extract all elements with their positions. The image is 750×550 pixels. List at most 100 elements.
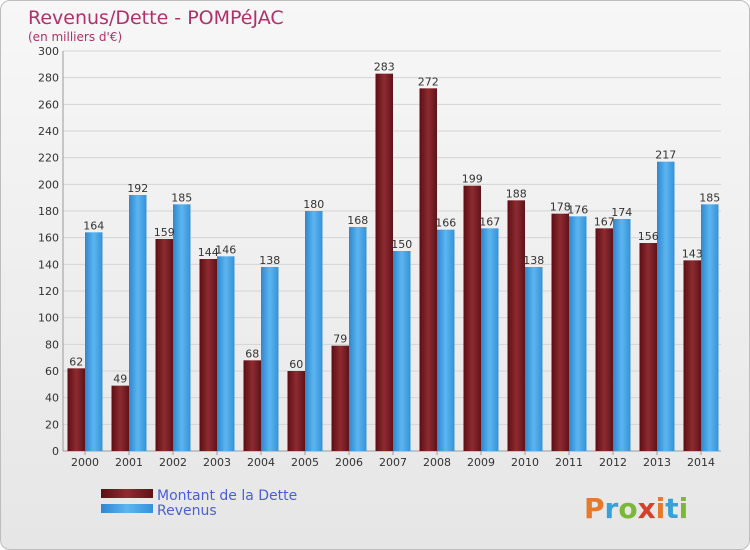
- y-tick-label: 240: [38, 125, 59, 138]
- y-axis: 0 20 40 60 80 100 120 140 160 180 200 220 240 260 280 3…: [38, 45, 721, 458]
- y-tick-label: 220: [38, 152, 59, 165]
- bar-dette: [199, 259, 217, 451]
- bar-revenus: [525, 267, 543, 451]
- bar-dette: [111, 385, 129, 451]
- data-label: 188: [506, 187, 527, 200]
- bar-dette: [331, 345, 349, 451]
- data-label: 168: [347, 214, 368, 227]
- x-tick-label: 2001: [115, 456, 143, 469]
- data-label: 79: [333, 333, 347, 346]
- bar-dette: [639, 243, 657, 451]
- data-label: 150: [391, 238, 412, 251]
- y-tick-label: 180: [38, 205, 59, 218]
- y-tick-label: 200: [38, 178, 59, 191]
- y-tick-label: 100: [38, 312, 59, 325]
- logo-letter: r: [605, 492, 619, 525]
- bar-dette: [551, 213, 569, 451]
- data-label: 185: [171, 191, 192, 204]
- y-tick-label: 280: [38, 72, 59, 85]
- y-tick-label: 60: [45, 365, 59, 378]
- x-tick-label: 2008: [423, 456, 451, 469]
- x-tick-label: 2013: [643, 456, 671, 469]
- bar-revenus: [85, 232, 103, 451]
- data-label: 185: [699, 191, 720, 204]
- logo-letter: t: [665, 492, 678, 525]
- bar-revenus: [217, 256, 235, 451]
- bar-revenus: [305, 211, 323, 451]
- bar-dette: [375, 73, 393, 452]
- y-tick-label: 140: [38, 258, 59, 271]
- data-label: 138: [259, 254, 280, 267]
- data-label: 217: [655, 149, 676, 162]
- logo-letter: i: [679, 492, 689, 525]
- x-tick-label: 2005: [291, 456, 319, 469]
- bar-dette: [155, 239, 173, 451]
- bar-revenus: [349, 227, 367, 451]
- x-tick-label: 2009: [467, 456, 495, 469]
- data-label: 192: [127, 182, 148, 195]
- y-tick-label: 300: [38, 45, 59, 58]
- logo-letter: o: [618, 492, 637, 525]
- data-label: 62: [69, 355, 83, 368]
- bar-revenus: [129, 195, 147, 451]
- y-tick-label: 120: [38, 285, 59, 298]
- bar-dette: [67, 368, 85, 451]
- data-label: 164: [83, 219, 104, 232]
- legend-label-debt: Montant de la Dette: [157, 488, 297, 504]
- logo-letter: x: [638, 492, 656, 525]
- bar-revenus: [173, 204, 191, 451]
- y-tick-label: 40: [45, 392, 59, 405]
- bar-revenus: [569, 216, 587, 451]
- x-tick-label: 2006: [335, 456, 363, 469]
- data-label: 49: [113, 373, 127, 386]
- data-label: 176: [567, 203, 588, 216]
- y-tick-label: 20: [45, 418, 59, 431]
- data-label: 144: [198, 246, 219, 259]
- bar-dette: [287, 371, 305, 451]
- x-tick-label: 2014: [687, 456, 715, 469]
- y-tick-label: 80: [45, 338, 59, 351]
- data-label: 68: [245, 347, 259, 360]
- chart-subtitle: (en milliers d'€): [28, 30, 122, 44]
- bar-dette: [507, 200, 525, 451]
- bar-revenus: [613, 219, 631, 451]
- bars-layer: [67, 73, 719, 452]
- legend-swatch-revenus: [101, 504, 153, 513]
- bar-dette: [463, 185, 481, 451]
- data-label: 272: [418, 75, 439, 88]
- data-label: 178: [550, 201, 571, 214]
- y-tick-label: 160: [38, 232, 59, 245]
- y-tick-label: 260: [38, 98, 59, 111]
- x-tick-label: 2004: [247, 456, 275, 469]
- data-label: 167: [479, 215, 500, 228]
- bar-dette: [243, 360, 261, 451]
- proxiti-logo: Proxiti: [584, 492, 688, 525]
- data-label: 167: [594, 215, 615, 228]
- chart-title: Revenus/Dette - POMPéJAC: [28, 7, 284, 29]
- legend-label-revenus: Revenus: [157, 503, 217, 519]
- bar-revenus: [437, 229, 455, 451]
- x-tick-label: 2012: [599, 456, 627, 469]
- x-tick-label: 2003: [203, 456, 231, 469]
- data-label: 138: [523, 254, 544, 267]
- x-tick-label: 2011: [555, 456, 583, 469]
- data-label: 283: [374, 61, 395, 74]
- x-tick-label: 2000: [71, 456, 99, 469]
- bar-revenus: [701, 204, 719, 451]
- bar-revenus: [261, 267, 279, 451]
- data-label: 199: [462, 173, 483, 186]
- bar-dette: [419, 88, 437, 451]
- y-tick-label: 0: [52, 445, 59, 458]
- bar-dette: [683, 260, 701, 451]
- bar-revenus: [657, 161, 675, 451]
- logo-letter: i: [656, 492, 666, 525]
- data-label: 156: [638, 230, 659, 243]
- bar-revenus: [393, 251, 411, 451]
- x-axis: 2000 2001 2002 2003 2004 2005 2006 2007 2008 2009…: [71, 451, 715, 469]
- bar-dette: [595, 228, 613, 451]
- data-label: 159: [154, 226, 175, 239]
- data-label: 143: [682, 247, 703, 260]
